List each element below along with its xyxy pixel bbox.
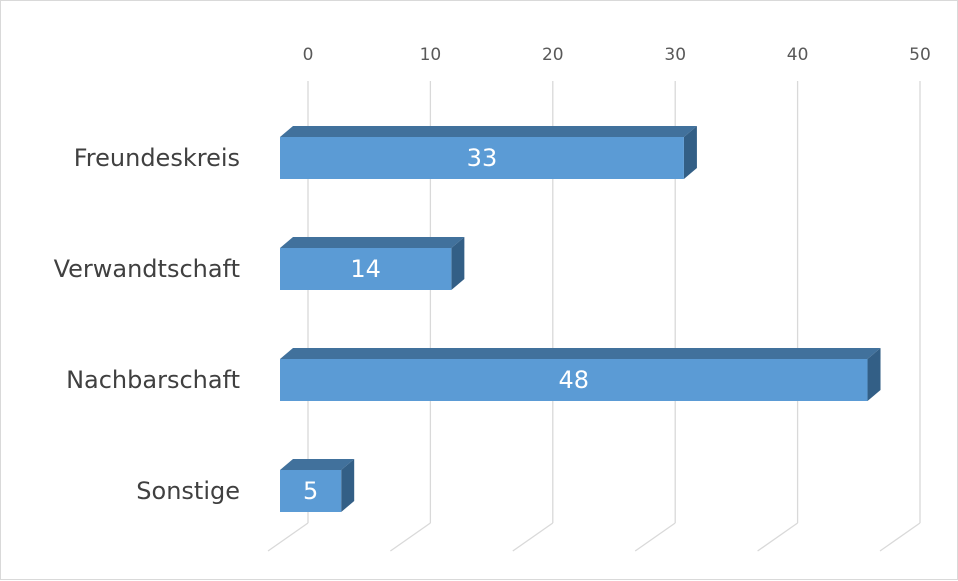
floor-line-30	[634, 522, 676, 552]
floor-line-20	[512, 522, 554, 552]
floor-line-10	[390, 522, 431, 552]
floor-line-0	[267, 522, 309, 552]
bar-top-face	[280, 348, 881, 359]
bar-front-face	[280, 470, 342, 512]
bar-top-face	[280, 459, 355, 470]
category-label-freundeskreis: Freundeskreis	[74, 144, 240, 172]
data-label-freundeskreis: 33	[467, 144, 498, 172]
bar-freundeskreis: 33	[280, 126, 697, 179]
bar-side-face	[683, 126, 697, 179]
bar-front-face	[280, 359, 868, 401]
data-label-verwandtschaft: 14	[350, 255, 381, 283]
x-tick-label-40: 40	[787, 45, 809, 65]
bar-front-face	[280, 248, 452, 290]
data-label-nachbarschaft: 48	[558, 366, 589, 394]
bar-front-face	[280, 137, 684, 179]
x-axis-ticks: 0 10 20 30 40 50	[303, 45, 931, 65]
category-labels: Freundeskreis Verwandtschaft Nachbarschaft…	[54, 144, 240, 505]
bar-nachbarschaft: 48	[280, 348, 881, 401]
x-tick-label-20: 20	[542, 45, 564, 65]
bar-side-face	[341, 459, 355, 512]
floor-line-50	[879, 522, 921, 552]
category-label-nachbarschaft: Nachbarschaft	[66, 366, 240, 394]
x-tick-label-30: 30	[664, 45, 686, 65]
data-label-sonstige: 5	[303, 477, 318, 505]
category-label-verwandtschaft: Verwandtschaft	[54, 255, 240, 283]
x-tick-label-10: 10	[420, 45, 442, 65]
bar-sonstige: 5	[280, 459, 355, 512]
x-tick-label-50: 50	[909, 45, 931, 65]
bar-side-face	[867, 348, 881, 401]
bars: 33 14 48 5	[280, 126, 881, 512]
category-label-sonstige: Sonstige	[136, 477, 240, 505]
bar-side-face	[451, 237, 465, 290]
bar-top-face	[280, 237, 465, 248]
bar-top-face	[280, 126, 697, 137]
x-tick-label-0: 0	[303, 45, 314, 65]
floor-line-40	[757, 522, 798, 552]
bar-verwandtschaft: 14	[280, 237, 465, 290]
